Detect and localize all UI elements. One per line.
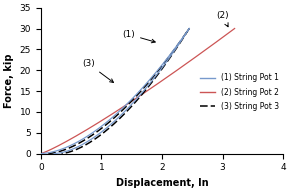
Legend: (1) String Pot 1, (2) String Pot 2, (3) String Pot 3: (1) String Pot 1, (2) String Pot 2, (3) … (200, 73, 279, 111)
X-axis label: Displacement, In: Displacement, In (116, 178, 208, 188)
Text: (3): (3) (82, 59, 113, 83)
Text: (1): (1) (122, 30, 155, 43)
Text: (2): (2) (216, 11, 229, 27)
Y-axis label: Force, kip: Force, kip (4, 53, 14, 108)
